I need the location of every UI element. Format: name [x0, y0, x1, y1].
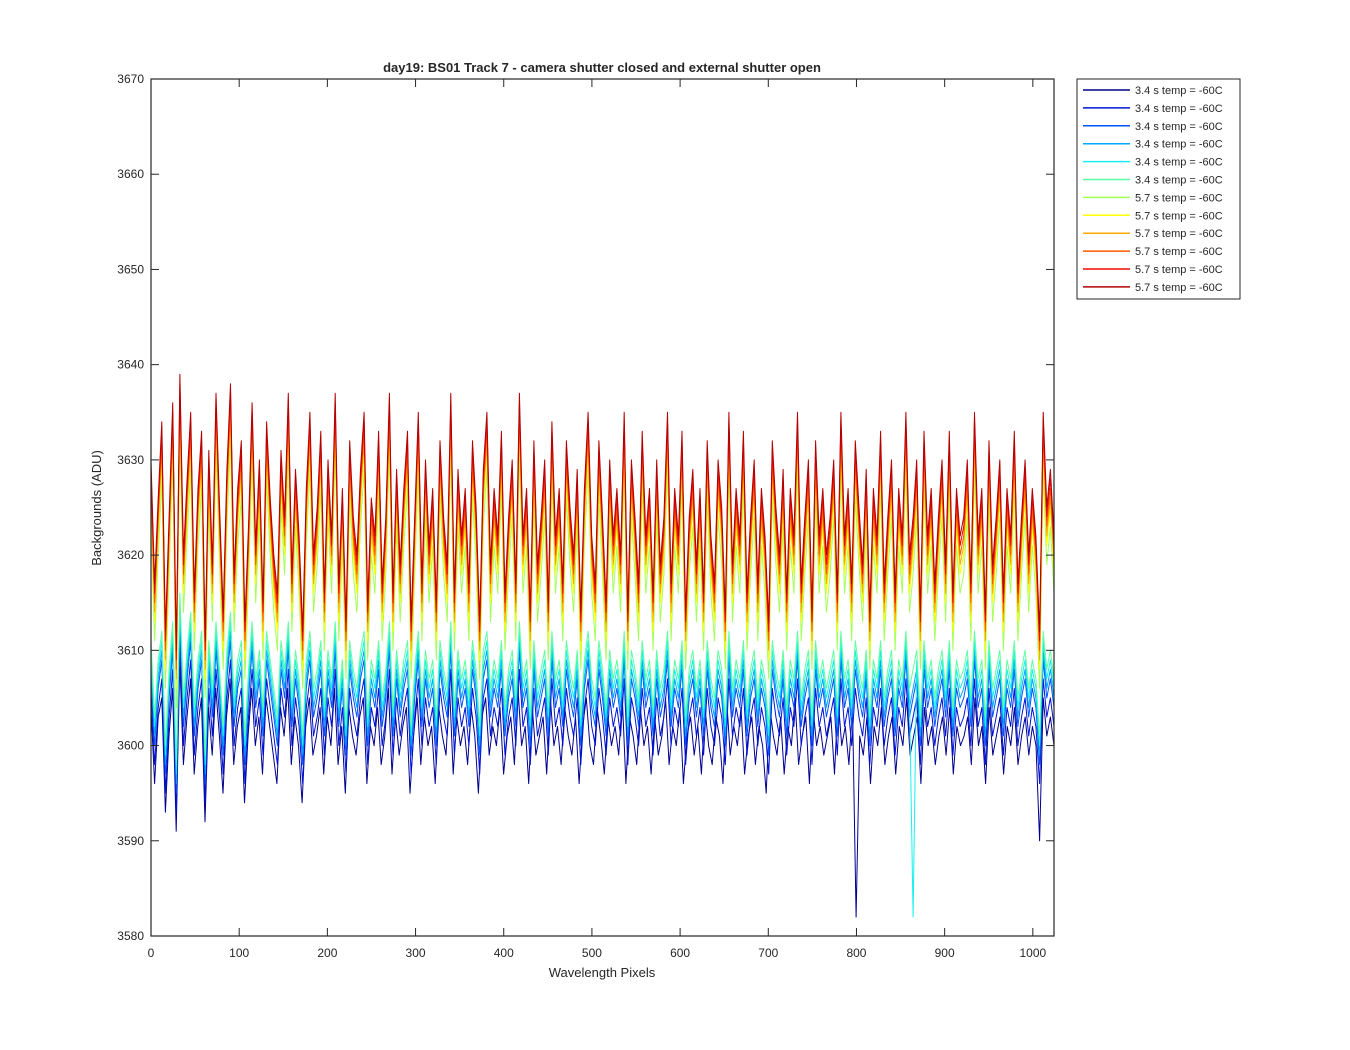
chart-title: day19: BS01 Track 7 - camera shutter clo…: [383, 60, 821, 75]
tick-layer: 0 100 200 300 400 500 600 700 800 900 1000 3580 3590…: [117, 72, 1054, 960]
y-tick-label: 3610: [117, 643, 144, 657]
series-layer: [150, 373, 1055, 918]
y-tick-label: 3620: [117, 548, 144, 562]
y-tick-label: 3670: [117, 72, 144, 86]
legend-entry: 5.7 s temp = -60C: [1135, 228, 1223, 240]
y-axis-label: Backgrounds (ADU): [89, 450, 104, 566]
x-tick-label: 400: [494, 946, 514, 960]
legend-entry: 3.4 s temp = -60C: [1135, 157, 1223, 169]
series-line-5: [150, 602, 1055, 918]
series-line-6: [150, 592, 1055, 766]
x-axis-label: Wavelength Pixels: [549, 965, 656, 980]
series-line-3: [150, 621, 1055, 794]
x-tick-label: 800: [846, 946, 866, 960]
x-tick-label: 300: [406, 946, 426, 960]
legend-entry: 3.4 s temp = -60C: [1135, 121, 1223, 133]
x-tick-label: 200: [317, 946, 337, 960]
legend-entry: 3.4 s temp = -60C: [1135, 103, 1223, 115]
y-tick-label: 3630: [117, 453, 144, 467]
y-tick-label: 3580: [117, 929, 144, 943]
y-tick-label: 3640: [117, 358, 144, 372]
x-tick-label: 100: [229, 946, 249, 960]
y-tick-label: 3660: [117, 167, 144, 181]
series-line-12: [150, 373, 1055, 651]
x-tick-label: 600: [670, 946, 690, 960]
series-line-2: [150, 640, 1055, 813]
legend-entry: 5.7 s temp = -60C: [1135, 192, 1223, 204]
legend-entry: 3.4 s temp = -60C: [1135, 85, 1223, 97]
x-tick-label: 700: [758, 946, 778, 960]
y-tick-label: 3590: [117, 834, 144, 848]
x-tick-label: 0: [148, 946, 155, 960]
series-line-7: [150, 430, 1055, 708]
legend-entry: 5.7 s temp = -60C: [1135, 246, 1223, 258]
legend-entry: 5.7 s temp = -60C: [1135, 210, 1223, 222]
legend: 3.4 s temp = -60C 3.4 s temp = -60C 3.4 s …: [1076, 78, 1241, 300]
legend-entry: 3.4 s temp = -60C: [1135, 139, 1223, 151]
series-line-4: [150, 611, 1055, 785]
series-line-1: [150, 659, 1055, 918]
y-tick-label: 3600: [117, 739, 144, 753]
plot-frame: [150, 78, 1055, 937]
x-tick-label: 900: [935, 946, 955, 960]
y-tick-label: 3650: [117, 262, 144, 276]
x-tick-label: 500: [582, 946, 602, 960]
legend-entry: 5.7 s temp = -60C: [1135, 264, 1223, 276]
legend-entry: 3.4 s temp = -60C: [1135, 175, 1223, 187]
x-tick-label: 1000: [1019, 946, 1046, 960]
legend-box: [1076, 78, 1241, 300]
legend-entry: 5.7 s temp = -60C: [1135, 282, 1223, 294]
